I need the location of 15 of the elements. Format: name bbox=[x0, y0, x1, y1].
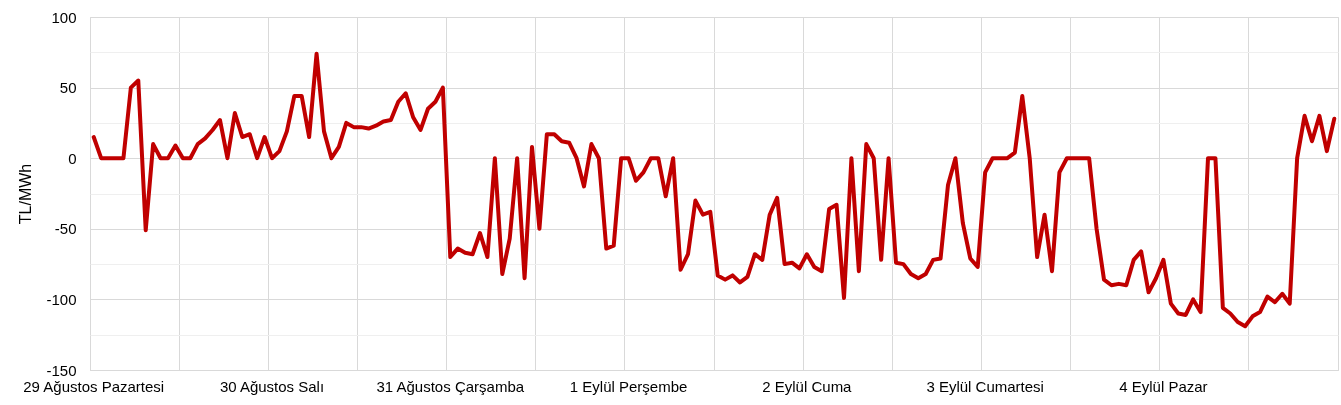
x-tick-label: 1 Eylül Perşembe bbox=[569, 377, 688, 395]
x-tick-label: 30 Ağustos Salı bbox=[219, 377, 325, 395]
x-tick-label: 3 Eylül Cumartesi bbox=[926, 377, 1044, 395]
y-tick-label: -100 bbox=[46, 290, 77, 308]
x-tick-label: 2 Eylül Cuma bbox=[762, 377, 853, 395]
line-series bbox=[91, 51, 1337, 329]
y-tick-label: 100 bbox=[51, 8, 77, 26]
y-tick-label: 50 bbox=[59, 79, 77, 97]
x-tick-label: 4 Eylül Pazar bbox=[1119, 377, 1208, 395]
y-tick-label: -50 bbox=[54, 220, 77, 238]
y-tick-label: -150 bbox=[46, 361, 77, 379]
y-axis-title: TL/MWh bbox=[17, 163, 35, 225]
x-tick-label: 29 Ağustos Pazartesi bbox=[23, 377, 165, 395]
x-tick-label: 31 Ağustos Çarşamba bbox=[376, 377, 525, 395]
y-tick-label: 0 bbox=[68, 149, 77, 167]
